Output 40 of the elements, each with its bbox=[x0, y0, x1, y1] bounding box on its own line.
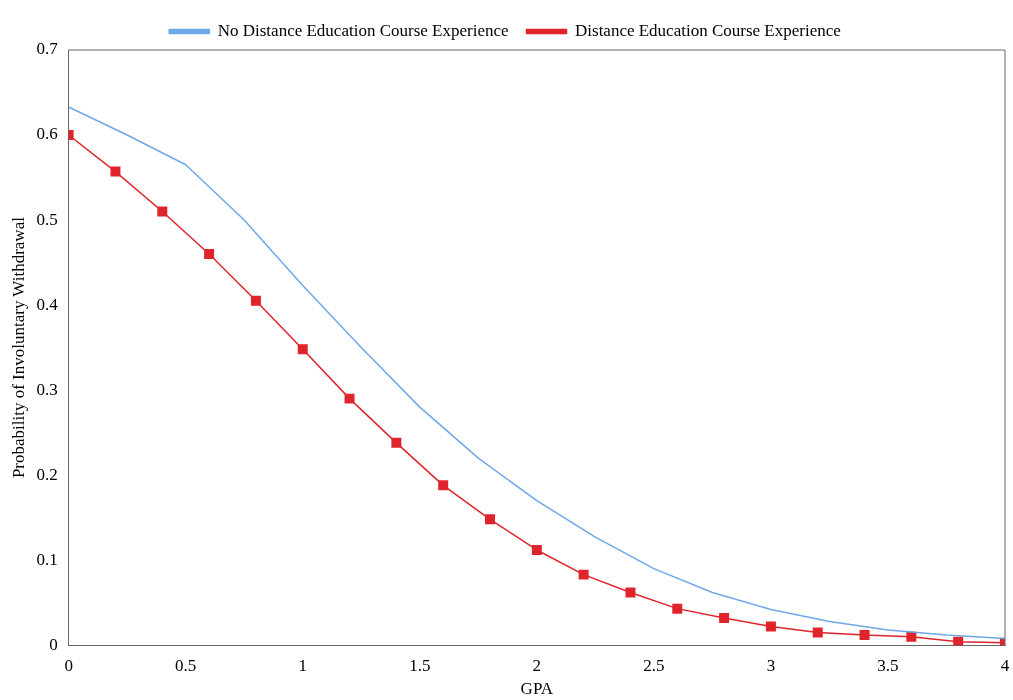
point bbox=[906, 631, 917, 642]
point bbox=[531, 544, 542, 555]
legend-label: Distance Education Course Experience bbox=[575, 20, 841, 40]
point bbox=[672, 603, 683, 614]
point bbox=[344, 393, 355, 404]
point bbox=[438, 480, 449, 491]
x-tick-label: 2 bbox=[532, 655, 542, 675]
point bbox=[157, 206, 168, 217]
x-tick-label: 3.5 bbox=[877, 655, 899, 675]
point bbox=[719, 613, 730, 623]
y-tick-label: 0.5 bbox=[36, 209, 58, 229]
y-axis-title: Probability of Involuntary Withdrawal bbox=[8, 216, 28, 479]
x-tick-label: 1.5 bbox=[409, 655, 431, 675]
point bbox=[110, 166, 121, 177]
point bbox=[485, 514, 495, 525]
x-tick-label: 3 bbox=[766, 655, 776, 675]
point bbox=[250, 295, 261, 306]
point bbox=[391, 437, 402, 448]
y-tick-label: 0.2 bbox=[36, 464, 58, 484]
point bbox=[859, 630, 870, 640]
x-tick-label: 1 bbox=[298, 655, 307, 675]
point bbox=[953, 636, 964, 646]
x-tick-label: 0.5 bbox=[175, 655, 197, 675]
point bbox=[625, 587, 636, 598]
y-tick-label: 0.7 bbox=[36, 39, 59, 59]
y-tick-label: 0.3 bbox=[36, 379, 58, 399]
y-tick-label: 0.6 bbox=[36, 124, 58, 144]
x-tick-label: 2.5 bbox=[643, 655, 665, 675]
x-tick-label: 0 bbox=[64, 655, 73, 675]
point bbox=[812, 627, 823, 638]
legend-label: No Distance Education Course Experience bbox=[217, 20, 509, 40]
point bbox=[578, 569, 589, 580]
point bbox=[204, 249, 215, 260]
x-axis-title: GPA bbox=[520, 679, 554, 699]
y-tick-label: 0.4 bbox=[36, 294, 59, 314]
y-tick-label: 0.1 bbox=[36, 549, 58, 569]
point bbox=[765, 621, 776, 632]
point bbox=[297, 344, 308, 355]
x-tick-label: 4 bbox=[1000, 655, 1010, 675]
y-tick-label: 0 bbox=[49, 634, 58, 654]
